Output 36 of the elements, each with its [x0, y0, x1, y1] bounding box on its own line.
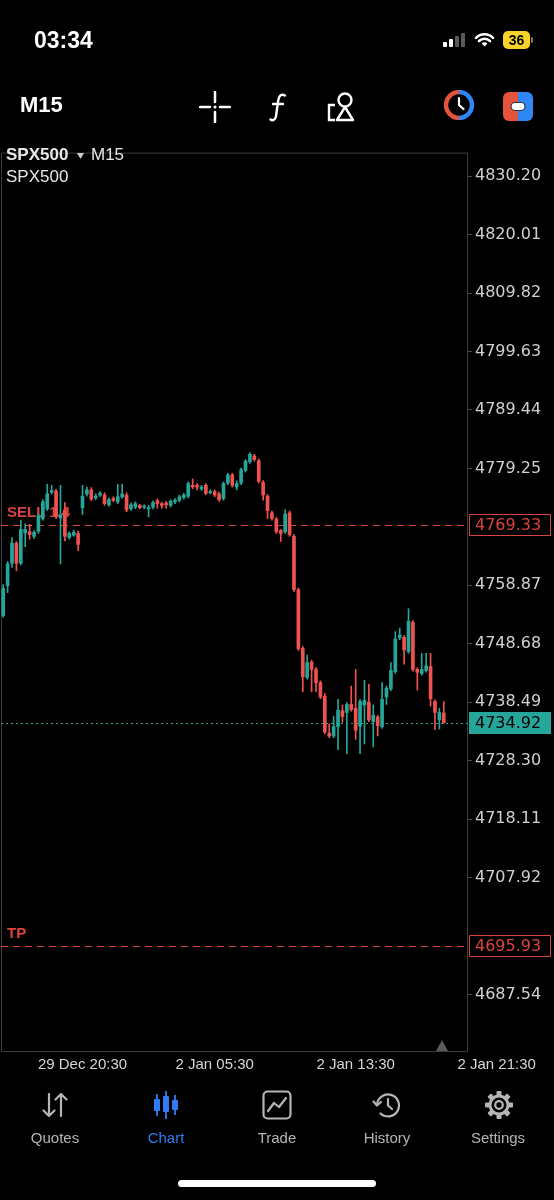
y-tick-label: 4758.87 — [475, 574, 542, 594]
text: Trade — [256, 1128, 298, 1148]
text: M15 — [20, 91, 63, 119]
y-tick-label: 4748.68 — [475, 632, 542, 652]
y-tick-label: 4779.25 — [475, 457, 542, 477]
annotation: M15 — [91, 145, 125, 165]
y-tick-label: 4707.92 — [475, 866, 542, 886]
x-tick-label: 2 Jan 05:30 — [175, 1055, 254, 1073]
annotation: 4734.92 — [475, 713, 542, 733]
text: 03:34 — [34, 26, 93, 54]
chart-title: SPX500 — [6, 145, 69, 165]
text: Quotes — [29, 1128, 81, 1148]
y-tick-label: 4728.30 — [475, 749, 542, 769]
text: Settings — [469, 1128, 527, 1148]
x-tick-label: 2 Jan 13:30 — [316, 1055, 395, 1073]
candlestick — [397, 627, 402, 640]
y-tick-label: 4809.82 — [475, 282, 542, 302]
y-tick-label: 4789.44 — [475, 399, 542, 419]
text: SPX500 — [6, 167, 69, 187]
text: Chart — [146, 1128, 186, 1148]
y-tick-label: 4718.11 — [475, 808, 542, 828]
y-tick-label: 4738.49 — [475, 691, 542, 711]
x-tick-label: 2 Jan 21:30 — [457, 1055, 536, 1073]
y-tick-label: 4799.63 — [475, 340, 542, 360]
y-tick-label: 4687.54 — [475, 983, 542, 1003]
ref-line-label: TP — [7, 924, 27, 942]
x-tick-label: 29 Dec 20:30 — [37, 1055, 128, 1073]
y-tick-label: 4820.01 — [475, 223, 542, 243]
candlestick — [424, 653, 428, 673]
y-tick-label: 4830.20 — [475, 165, 542, 185]
annotation: 4695.93 — [475, 936, 542, 956]
text: History — [362, 1128, 412, 1148]
annotation: 4769.33 — [475, 515, 542, 535]
candlestick — [345, 702, 349, 755]
battery-icon: 36 — [503, 31, 530, 49]
candlestick — [419, 653, 424, 676]
